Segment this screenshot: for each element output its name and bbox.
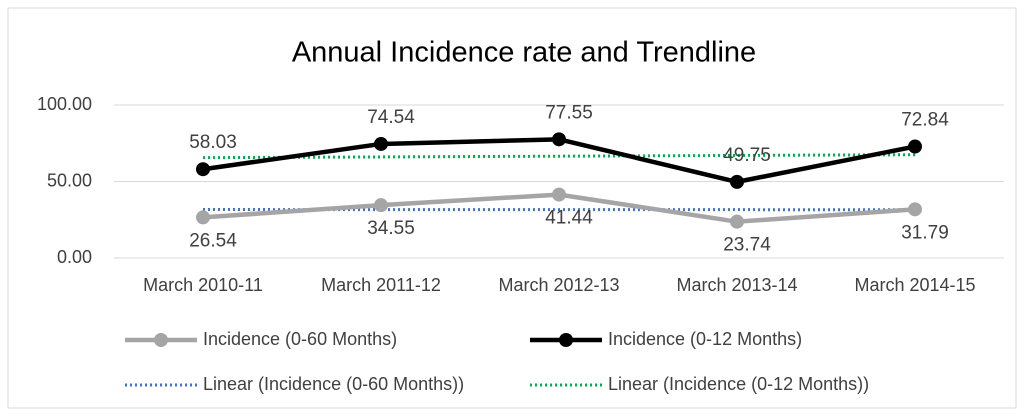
x-tick-label: March 2014-15 [854, 275, 975, 295]
data-label: 74.54 [367, 107, 415, 128]
chart-title: Annual Incidence rate and Trendline [292, 37, 756, 69]
legend-label: Incidence (0-60 Months) [203, 329, 397, 349]
marker [196, 162, 210, 176]
x-tick-label: March 2010-11 [143, 275, 263, 295]
marker [730, 215, 744, 229]
data-label: 58.03 [189, 132, 237, 153]
marker [730, 175, 744, 189]
data-label: 26.54 [189, 230, 237, 251]
y-tick-label: 100.00 [37, 94, 92, 114]
legend-swatch [154, 333, 168, 347]
marker [552, 188, 566, 202]
x-tick-label: March 2012-13 [498, 275, 619, 295]
data-label: 72.84 [901, 110, 949, 131]
data-label: 41.44 [545, 208, 593, 229]
legend-swatch [559, 333, 573, 347]
marker [374, 198, 388, 212]
legend-label: Linear (Incidence (0-60 Months)) [203, 374, 464, 394]
data-label: 31.79 [901, 222, 949, 243]
marker [908, 202, 922, 216]
y-tick-label: 0.00 [57, 247, 92, 267]
data-label: 49.75 [723, 145, 771, 166]
x-tick-label: March 2013-14 [676, 275, 797, 295]
legend-label: Incidence (0-12 Months) [608, 329, 802, 349]
data-label: 34.55 [367, 218, 415, 239]
legend-label: Linear (Incidence (0-12 Months)) [608, 374, 869, 394]
y-tick-label: 50.00 [47, 170, 92, 190]
data-label: 77.55 [545, 102, 593, 123]
data-label: 23.74 [723, 235, 771, 256]
marker [908, 140, 922, 154]
marker [374, 137, 388, 151]
marker [552, 132, 566, 146]
x-tick-label: March 2011-12 [321, 275, 441, 295]
marker [196, 210, 210, 224]
